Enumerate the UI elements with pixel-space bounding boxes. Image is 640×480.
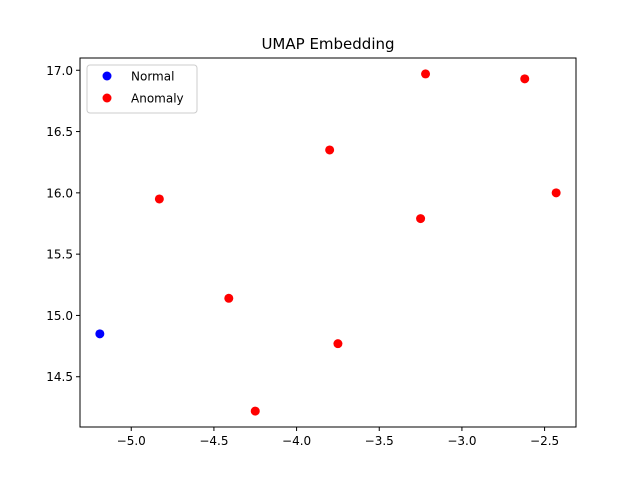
data-point-anomaly bbox=[551, 188, 561, 198]
ticks-layer: −5.0 −4.5 −4.0 −3.5 −3.0 −2.5 14.5 15.0 15.5 16.0… bbox=[46, 64, 559, 448]
data-point-anomaly bbox=[250, 406, 260, 416]
data-point-normal bbox=[95, 329, 105, 339]
x-tick-label: −4.5 bbox=[199, 434, 228, 448]
data-point-anomaly bbox=[421, 69, 431, 79]
legend: Normal Anomaly bbox=[86, 64, 198, 114]
data-point-anomaly bbox=[416, 214, 426, 224]
legend-box bbox=[86, 64, 198, 114]
points-layer bbox=[95, 69, 561, 416]
x-tick-label: −4.0 bbox=[282, 434, 311, 448]
x-tick-label: −3.5 bbox=[365, 434, 394, 448]
plot-area-frame bbox=[79, 57, 577, 428]
data-point-anomaly bbox=[333, 339, 343, 349]
legend-marker-normal bbox=[102, 71, 112, 81]
legend-marker-anomaly bbox=[102, 93, 112, 103]
data-point-anomaly bbox=[224, 293, 234, 303]
y-tick-label: 15.0 bbox=[46, 309, 73, 323]
data-point-anomaly bbox=[520, 74, 530, 84]
y-tick-label: 14.5 bbox=[46, 370, 73, 384]
data-point-anomaly bbox=[154, 194, 164, 204]
y-tick-label: 16.5 bbox=[46, 125, 73, 139]
data-point-anomaly bbox=[325, 145, 335, 155]
legend-label-anomaly: Anomaly bbox=[131, 92, 184, 106]
y-tick-label: 15.5 bbox=[46, 248, 73, 262]
legend-label-normal: Normal bbox=[131, 70, 174, 84]
y-tick-label: 17.0 bbox=[46, 64, 73, 78]
y-tick-label: 16.0 bbox=[46, 186, 73, 200]
x-tick-label: −5.0 bbox=[117, 434, 146, 448]
x-tick-label: −2.5 bbox=[530, 434, 559, 448]
x-tick-label: −3.0 bbox=[447, 434, 476, 448]
chart-title: UMAP Embedding bbox=[261, 35, 394, 53]
